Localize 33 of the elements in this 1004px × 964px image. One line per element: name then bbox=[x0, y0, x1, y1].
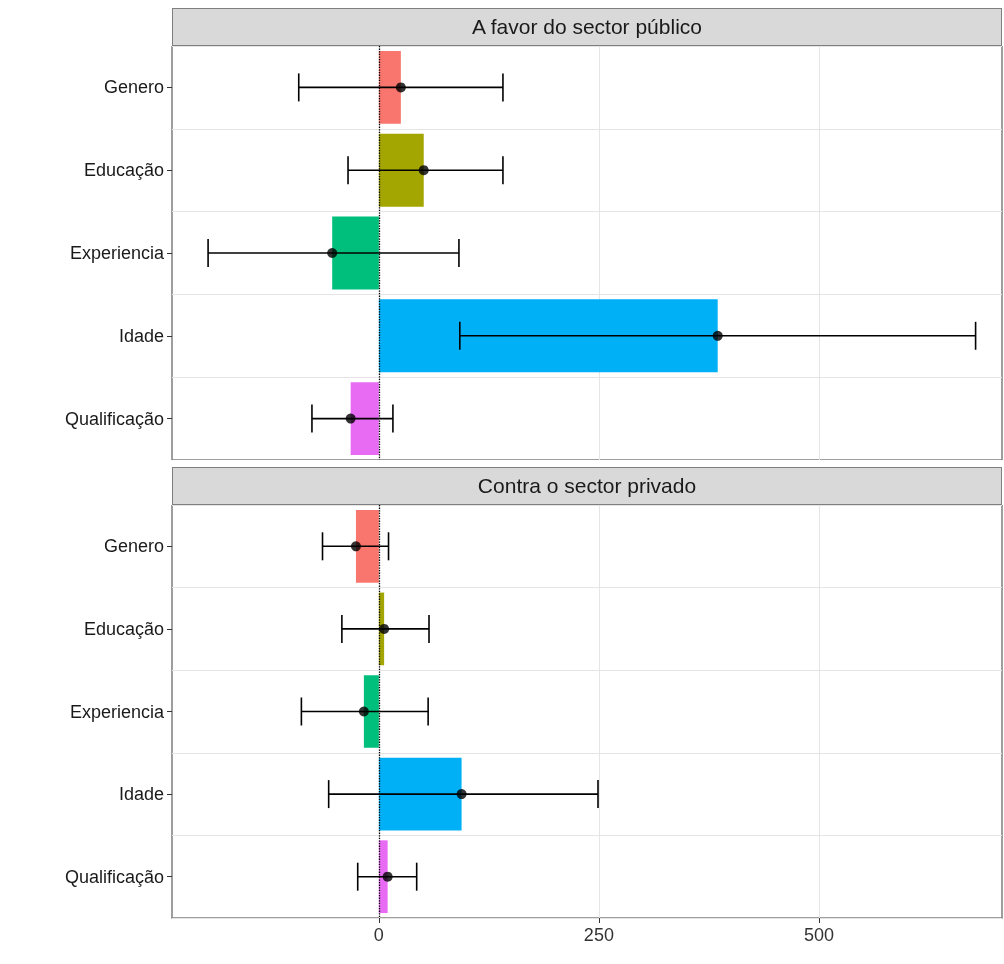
point bbox=[418, 165, 429, 176]
bar bbox=[378, 299, 718, 373]
point bbox=[456, 789, 467, 800]
point bbox=[345, 413, 356, 424]
point bbox=[712, 330, 723, 341]
bar bbox=[332, 216, 379, 290]
point bbox=[358, 706, 369, 717]
x-tick-label: 250 bbox=[583, 925, 614, 945]
y-tick-label: Educação bbox=[83, 618, 164, 639]
y-tick-label: Experiencia bbox=[69, 243, 165, 263]
y-tick-label: Idade bbox=[118, 325, 164, 346]
bar bbox=[378, 50, 401, 124]
x-tick-label: 0 bbox=[373, 925, 384, 945]
y-tick-label: Educação bbox=[83, 160, 164, 181]
point bbox=[327, 248, 338, 258]
bar bbox=[378, 757, 462, 831]
point bbox=[379, 623, 390, 634]
y-tick-label: Idade bbox=[118, 784, 164, 805]
y-tick-label: Genero bbox=[103, 77, 164, 98]
bar bbox=[363, 675, 379, 748]
y-tick-label: Qualificação bbox=[64, 408, 164, 429]
y-tick-label: Qualificação bbox=[64, 866, 164, 887]
x-tick-label: 500 bbox=[803, 925, 834, 945]
chart-title: Contra o sector privado bbox=[172, 467, 1002, 505]
point bbox=[382, 871, 393, 882]
bar bbox=[350, 382, 379, 456]
point bbox=[395, 82, 406, 93]
chart-title: A favor do sector público bbox=[172, 8, 1002, 46]
point bbox=[350, 541, 361, 552]
y-tick-label: Experiencia bbox=[69, 701, 165, 722]
bar bbox=[355, 509, 379, 583]
bar bbox=[378, 133, 424, 207]
y-tick-label: Genero bbox=[103, 536, 164, 557]
